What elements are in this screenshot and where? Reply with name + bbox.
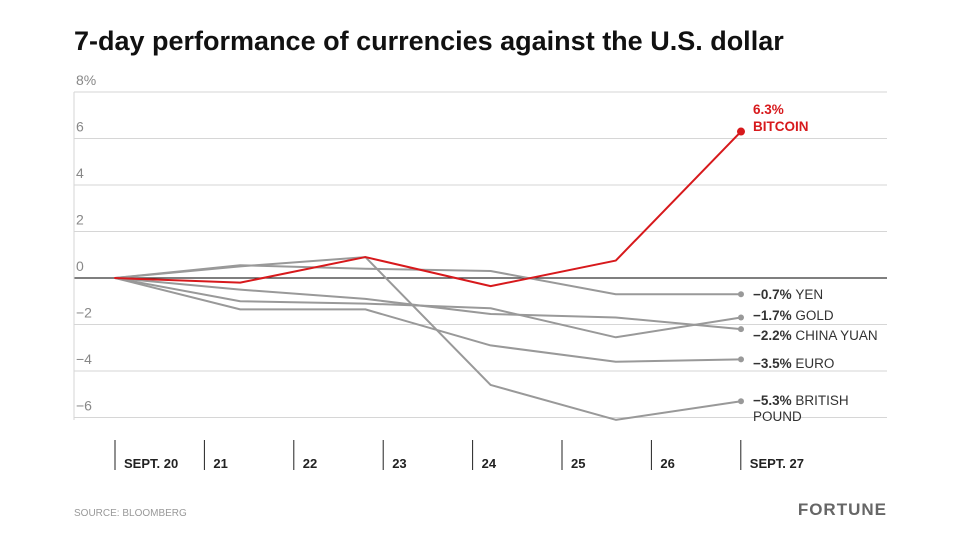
series-label-euro: −3.5% EURO — [753, 356, 834, 371]
x-tick-label: 24 — [482, 456, 497, 471]
x-tick-label: 23 — [392, 456, 406, 471]
series-line-british-pound — [114, 256, 742, 421]
y-axis: 8% 6 4 2 0 −2 −4 −6 — [76, 72, 96, 414]
y-tick-label: −2 — [76, 305, 92, 321]
grid-lines — [73, 91, 887, 420]
y-tick-label: −4 — [76, 351, 92, 367]
end-point-euro — [738, 356, 744, 363]
series-label-gold: −1.7% GOLD — [753, 308, 834, 323]
y-tick-label: −6 — [76, 398, 92, 414]
series-label-china-yuan: −2.2% CHINA YUAN — [753, 328, 878, 343]
series-line-china-yuan — [114, 277, 742, 331]
series-lines — [114, 127, 745, 421]
x-tick-label: 22 — [303, 456, 317, 471]
y-tick-label: 2 — [76, 212, 84, 228]
source-note: SOURCE: BLOOMBERG — [74, 508, 187, 519]
x-axis: SEPT. 20 21 22 23 24 25 26 SEPT. 27 — [114, 440, 804, 471]
x-tick-label: 21 — [213, 456, 227, 471]
series-line-euro — [114, 277, 742, 363]
y-tick-label: 6 — [76, 119, 84, 135]
y-tick-label: 8% — [76, 72, 96, 88]
end-point-gold — [738, 314, 744, 321]
brand-logo: FORTUNE — [798, 500, 887, 519]
x-tick-label: 25 — [571, 456, 585, 471]
end-point-yen — [738, 291, 744, 298]
series-line-bitcoin — [114, 130, 742, 288]
chart-title: 7-day performance of currencies against … — [74, 26, 784, 56]
series-labels: −0.7% YEN −1.7% GOLD −2.2% CHINA YUAN −3.5%… — [753, 102, 878, 424]
x-tick-label: SEPT. 20 — [124, 456, 178, 471]
series-label-yen: −0.7% YEN — [753, 287, 823, 302]
y-tick-label: 4 — [76, 165, 84, 181]
x-tick-label: SEPT. 27 — [750, 456, 804, 471]
y-tick-label: 0 — [76, 258, 84, 274]
series-label-british-pound: −5.3% BRITISH POUND — [753, 393, 849, 424]
series-label-bitcoin: 6.3% BITCOIN — [753, 102, 809, 134]
x-tick-label: 26 — [660, 456, 674, 471]
end-point-british-pound — [738, 398, 744, 405]
end-point-bitcoin — [737, 127, 745, 136]
end-point-china-yuan — [738, 326, 744, 333]
